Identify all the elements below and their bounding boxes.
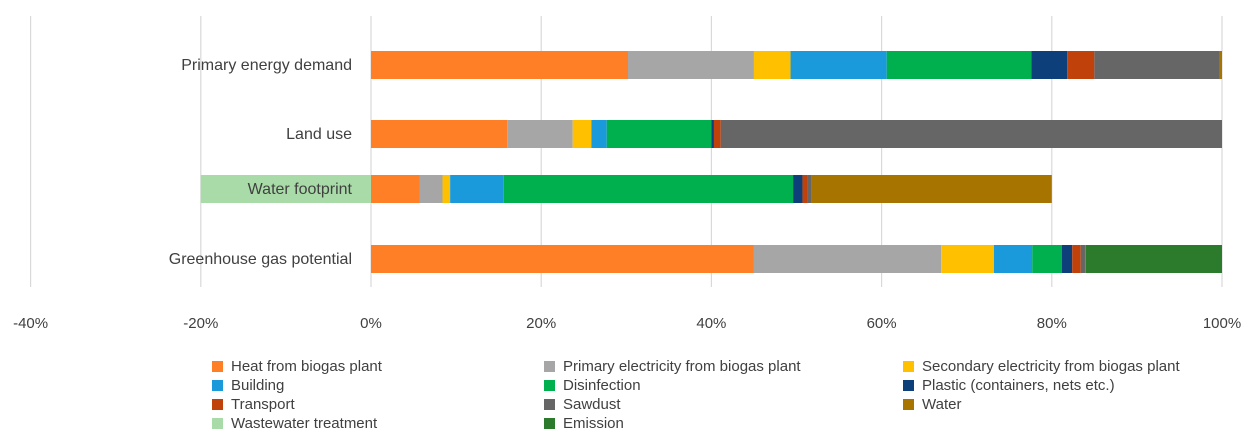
bar-segment-sawdust (721, 120, 1222, 148)
x-tick-label: 20% (526, 315, 556, 332)
category-label: Water footprint (248, 181, 353, 198)
legend-label: Building (231, 377, 284, 394)
legend-item-water: Water (903, 395, 1242, 414)
category-label: Greenhouse gas potential (169, 251, 352, 268)
bar-segment-plastic-containers-nets-etc (793, 175, 802, 203)
bar-segment-heat-from-biogas-plant (371, 51, 628, 79)
legend-swatch (212, 418, 223, 429)
legend-swatch (544, 418, 555, 429)
bar-segment-water (1219, 51, 1222, 79)
bar-segment-disinfection (607, 120, 712, 148)
legend-swatch (212, 380, 223, 391)
bar-segment-disinfection (1032, 245, 1062, 273)
bar-segment-plastic-containers-nets-etc (711, 120, 714, 148)
legend-label: Sawdust (563, 396, 621, 413)
bar-segment-secondary-electricity-from-biogas-plant (941, 245, 994, 273)
x-axis-tick-labels: -40% -20% 0% 20% 40% 60% 80% 100% (13, 315, 1241, 332)
bar-segment-plastic-containers-nets-etc (1062, 245, 1072, 273)
legend-swatch (544, 399, 555, 410)
legend-item-primary-electricity-from-biogas-plant: Primary electricity from biogas plant (544, 357, 903, 376)
bar-segment-primary-electricity-from-biogas-plant (754, 245, 941, 273)
stacked-bar-chart: Primary energy demand Land use Water footp… (0, 0, 1250, 350)
legend-label: Wastewater treatment (231, 415, 377, 432)
category-labels: Primary energy demand Land use Water footp… (169, 57, 353, 268)
legend-label: Plastic (containers, nets etc.) (922, 377, 1115, 394)
legend-item-plastic-containers-nets-etc: Plastic (containers, nets etc.) (903, 376, 1242, 395)
bar-segment-building (994, 245, 1032, 273)
bar-segment-transport (714, 120, 721, 148)
legend-label: Disinfection (563, 377, 641, 394)
legend-swatch (903, 361, 914, 372)
bar-segment-transport (1067, 51, 1094, 79)
x-tick-label: -20% (183, 315, 218, 332)
x-tick-label: 40% (696, 315, 726, 332)
bar-segment-sawdust (808, 175, 812, 203)
bar-segment-disinfection (504, 175, 793, 203)
bar-segment-heat-from-biogas-plant (371, 245, 754, 273)
legend-item-building: Building (212, 376, 544, 395)
bar-segment-heat-from-biogas-plant (371, 175, 420, 203)
bar-segment-sawdust (1094, 51, 1219, 79)
legend-label: Primary electricity from biogas plant (563, 358, 801, 375)
bar-segment-building (450, 175, 504, 203)
bar-segment-transport (802, 175, 807, 203)
bar-segment-sawdust (1081, 245, 1085, 273)
legend-item-sawdust: Sawdust (544, 395, 903, 414)
category-label: Land use (286, 126, 352, 143)
legend-swatch (544, 380, 555, 391)
bar-segment-water (812, 175, 1052, 203)
x-tick-label: 60% (867, 315, 897, 332)
x-tick-label: 80% (1037, 315, 1067, 332)
legend-item-disinfection: Disinfection (544, 376, 903, 395)
bar-segment-primary-electricity-from-biogas-plant (420, 175, 443, 203)
bar-segment-disinfection (887, 51, 1032, 79)
bar-segment-plastic-containers-nets-etc (1031, 51, 1067, 79)
bar-segment-heat-from-biogas-plant (371, 120, 507, 148)
bar-segment-water (1085, 245, 1086, 273)
x-tick-label: 100% (1203, 315, 1241, 332)
legend-swatch (544, 361, 555, 372)
legend-item-secondary-electricity-from-biogas-plant: Secondary electricity from biogas plant (903, 357, 1242, 376)
bar-segment-building (591, 120, 606, 148)
category-label: Primary energy demand (181, 57, 352, 74)
legend: Heat from biogas plant Primary electricit… (212, 357, 1242, 433)
bar-segment-building (791, 51, 887, 79)
legend-label: Heat from biogas plant (231, 358, 382, 375)
bar-segment-secondary-electricity-from-biogas-plant (573, 120, 592, 148)
legend-swatch (903, 399, 914, 410)
legend-label: Emission (563, 415, 624, 432)
legend-label: Water (922, 396, 961, 413)
legend-item-heat-from-biogas-plant: Heat from biogas plant (212, 357, 544, 376)
bar-segment-emission (1086, 245, 1222, 273)
bar-segment-secondary-electricity-from-biogas-plant (754, 51, 791, 79)
bar-segment-secondary-electricity-from-biogas-plant (442, 175, 450, 203)
legend-item-transport: Transport (212, 395, 544, 414)
bar-segment-primary-electricity-from-biogas-plant (507, 120, 573, 148)
legend-label: Transport (231, 396, 295, 413)
legend-swatch (212, 361, 223, 372)
x-tick-label: -40% (13, 315, 48, 332)
legend-swatch (212, 399, 223, 410)
bar-segment-transport (1072, 245, 1081, 273)
bar-segment-primary-electricity-from-biogas-plant (628, 51, 754, 79)
legend-swatch (903, 380, 914, 391)
legend-label: Secondary electricity from biogas plant (922, 358, 1180, 375)
x-tick-label: 0% (360, 315, 382, 332)
legend-item-emission: Emission (544, 414, 903, 433)
legend-item-wastewater-treatment: Wastewater treatment (212, 414, 544, 433)
